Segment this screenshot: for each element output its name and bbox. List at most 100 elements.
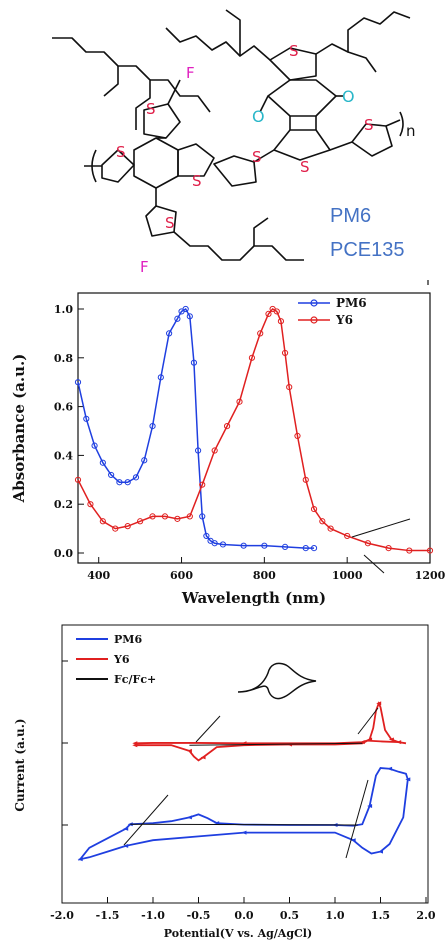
thiophene-lower <box>145 205 177 237</box>
absorbance-chart: 400 600 800 1000 1200 0.0 0.2 0.4 0.6 0.8 1.0 Wave… <box>0 285 447 615</box>
cv-x-tick-label: -1.0 <box>141 909 165 922</box>
abs-point-pm6 <box>310 545 318 552</box>
abs-point-pm6 <box>83 415 90 422</box>
cv-legend-label-fc: Fc/Fc+ <box>114 673 156 686</box>
abs-point-y6 <box>199 481 206 488</box>
cv-legend-label-pm6: PM6 <box>114 633 142 646</box>
thiophene-right <box>351 123 393 157</box>
abs-point-y6 <box>236 398 243 405</box>
alkyl-chain-left <box>52 37 151 130</box>
cv-x-tick-label: -0.5 <box>187 909 211 922</box>
abs-point-y6 <box>257 330 264 337</box>
alkyl-chain-bdd-left <box>165 27 271 61</box>
cv-x-tick-label: -2.0 <box>50 909 74 922</box>
cv-pm6-baseline <box>130 823 358 826</box>
abs-point-y6 <box>74 476 82 483</box>
cv-point-y6 <box>376 701 382 706</box>
alkyl-chain-bdd-right <box>315 11 411 55</box>
abs-y-tick-label: 0.6 <box>54 401 73 414</box>
cv-point-pm6 <box>127 822 133 827</box>
bdt-core-right-ring <box>177 143 215 177</box>
abs-point-y6 <box>223 423 231 430</box>
cv-point-pm6 <box>387 766 393 771</box>
abs-point-y6 <box>364 540 371 547</box>
abs-y-tick-label: 0.8 <box>54 352 73 365</box>
sulfur-atom-middle-thiophene: S <box>252 148 262 166</box>
bdd-thiophene-top <box>269 47 317 81</box>
cv-point-pm6 <box>241 830 247 835</box>
abs-point-pm6 <box>211 540 218 547</box>
cv-x-tick-label: 1.0 <box>325 909 344 922</box>
thiophene-middle <box>213 155 257 187</box>
cv-y-axis-title: Current (a.u.) <box>13 718 27 811</box>
alkyl-chain-left-ethyl <box>103 66 119 97</box>
abs-point-y6 <box>99 518 106 525</box>
cv-legend-label-y6: Y6 <box>113 653 130 666</box>
sulfur-atom-right-thiophene: S <box>364 116 374 134</box>
abs-point-pm6 <box>261 542 268 549</box>
absorbance-plot-frame <box>77 292 431 564</box>
cv-point-y6 <box>186 748 192 753</box>
absorbance-onset-baseline <box>363 554 385 574</box>
bdd-quinone-ring <box>267 79 337 117</box>
cv-point-pm6 <box>367 804 373 808</box>
sulfur-atom-bdt-left: S <box>116 143 126 161</box>
abs-point-y6 <box>286 383 293 391</box>
sulfur-atom-bdd-top: S <box>289 42 299 60</box>
abs-point-pm6 <box>186 313 193 320</box>
bdt-core-benzene <box>133 137 179 189</box>
sulfur-atom-upper-thiophene: S <box>146 100 156 118</box>
abs-point-pm6 <box>190 359 198 366</box>
fluorine-atom-bottom: F <box>140 258 149 276</box>
cv-x-tick-label: 0.0 <box>234 909 253 922</box>
abs-point-pm6 <box>174 315 181 322</box>
cv-x-axis-title: Potential(V vs. Ag/AgCl) <box>164 927 312 940</box>
cv-point-pm6 <box>186 815 192 820</box>
abs-point-pm6 <box>240 542 247 549</box>
abs-x-tick-label: 800 <box>253 569 276 582</box>
alkyl-chain-left-branch <box>150 79 211 113</box>
cv-point-pm6 <box>77 857 83 862</box>
abs-x-tick-label: 400 <box>87 569 110 582</box>
abs-point-pm6 <box>91 442 98 449</box>
cyclic-voltammetry-chart: -2.0 -1.5 -1.0 -0.5 0.0 0.5 1.0 1.5 2.0 Potentia… <box>0 615 447 942</box>
abs-point-y6 <box>426 547 434 554</box>
abs-point-pm6 <box>124 479 131 486</box>
cv-point-y6 <box>388 737 394 742</box>
absorbance-chart-svg: 400 600 800 1000 1200 0.0 0.2 0.4 0.6 0.8 1.0 Wave… <box>10 292 446 607</box>
cv-pm6-onset-tangent-right <box>345 779 369 859</box>
alkyl-chain-bdd-right-ethyl <box>347 51 377 73</box>
cv-legend: PM6 Y6 Fc/Fc+ <box>76 633 156 686</box>
cv-point-pm6 <box>123 826 129 831</box>
cv-point-y6 <box>359 740 365 745</box>
repeat-unit-n: n <box>406 122 416 140</box>
cv-point-y6 <box>132 741 138 746</box>
legend-label-y6: Y6 <box>335 313 353 327</box>
abs-point-y6 <box>265 310 272 317</box>
abs-point-y6 <box>161 513 169 520</box>
abs-point-y6 <box>406 547 413 554</box>
absorbance-x-axis-title: Wavelength (nm) <box>181 589 326 607</box>
abs-x-tick-label: 1000 <box>332 569 363 582</box>
abs-point-pm6 <box>219 541 227 548</box>
oxygen-atom-left: O <box>252 107 265 126</box>
abs-point-pm6 <box>166 330 173 337</box>
abs-y-tick-label: 0.0 <box>54 547 73 560</box>
abs-point-pm6 <box>302 545 309 552</box>
cv-point-y6 <box>200 755 206 760</box>
abs-point-pm6 <box>149 423 156 430</box>
abs-point-y6 <box>211 447 218 454</box>
bdd-thiophene-bottom <box>273 129 331 161</box>
sulfur-atom-lower-thiophene: S <box>165 214 175 232</box>
cv-point-pm6 <box>405 777 411 782</box>
abs-point-y6 <box>186 513 193 520</box>
legend-marker-pm6 <box>310 299 318 307</box>
alkyl-chain-bdd-left-branch <box>225 9 241 56</box>
abs-point-y6 <box>385 545 392 552</box>
abs-y-tick-label: 1.0 <box>54 303 73 316</box>
cv-point-pm6 <box>350 838 356 843</box>
abs-point-y6 <box>302 476 309 483</box>
abs-point-y6 <box>294 432 301 439</box>
abs-x-tick-label: 1200 <box>415 569 446 582</box>
abs-point-pm6 <box>141 457 148 464</box>
